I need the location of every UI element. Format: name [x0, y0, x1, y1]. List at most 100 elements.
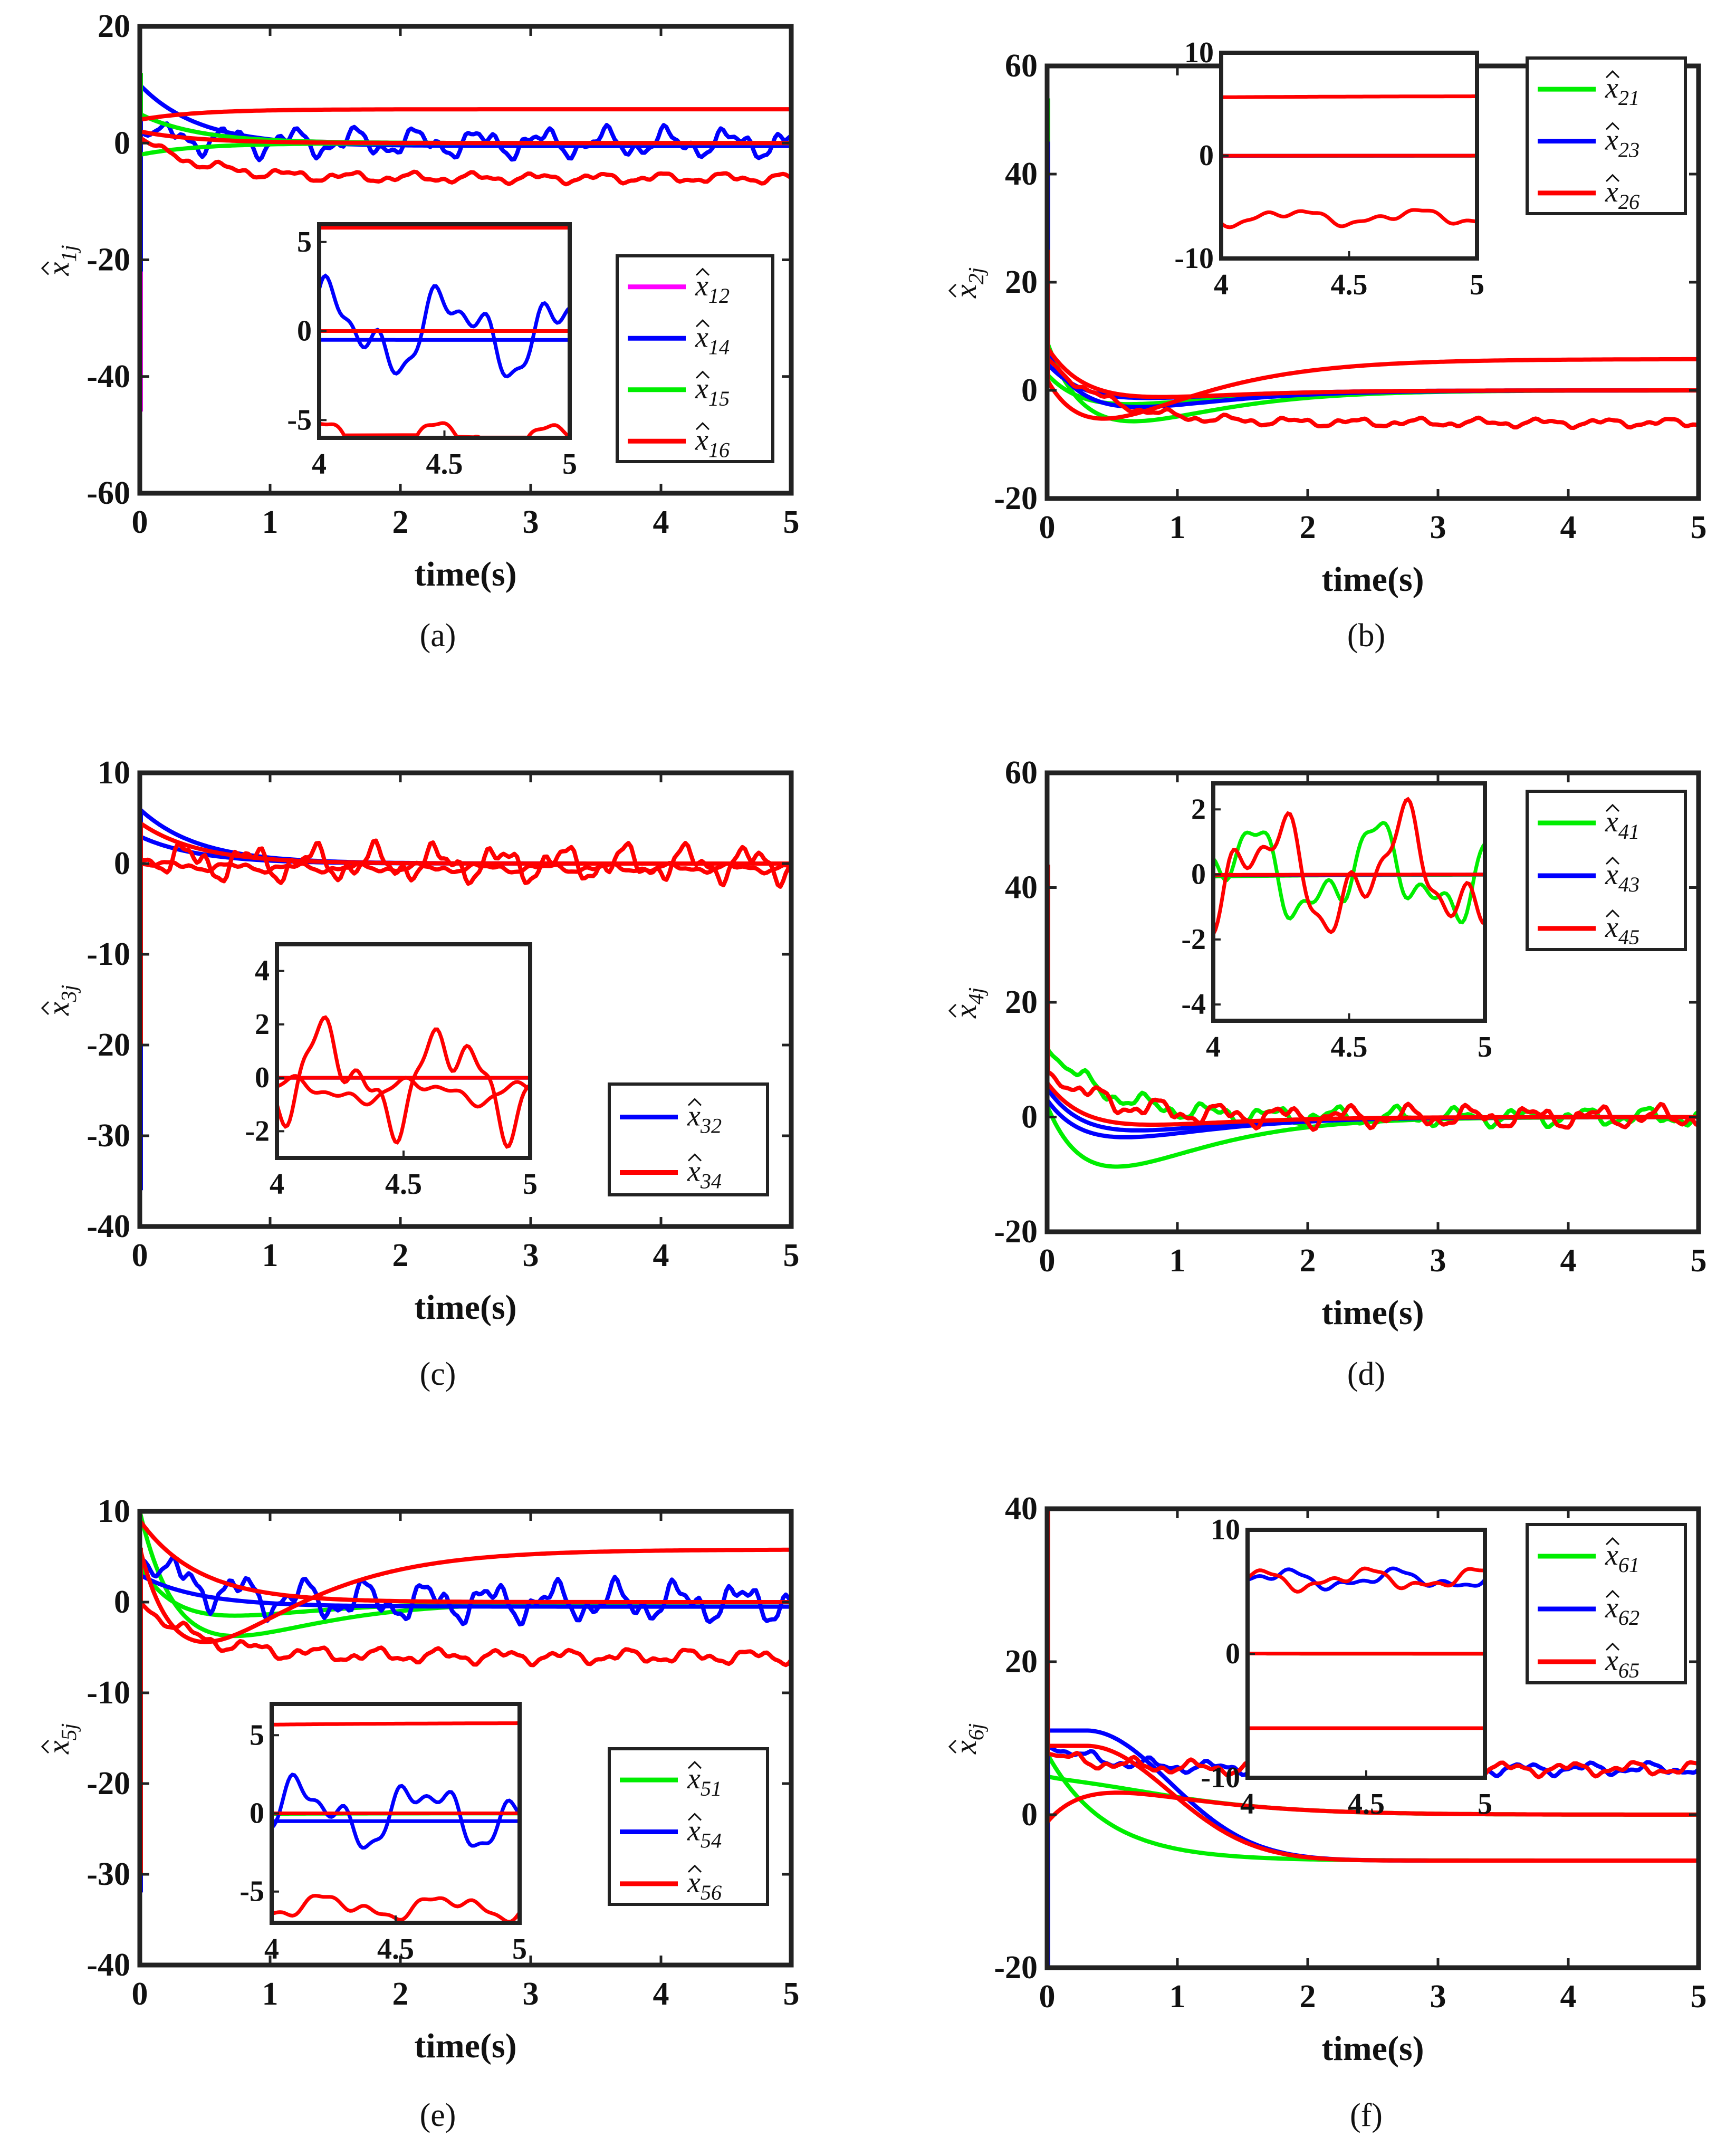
x-tick-label: 3 [1430, 1979, 1446, 2015]
inset-y-tick-label: 0 [297, 315, 312, 348]
x-axis-label: time(s) [414, 1288, 516, 1327]
hat-accent [1605, 856, 1620, 865]
y-axis-label-text: x1j [41, 245, 81, 276]
hat-accent [948, 1739, 957, 1754]
series-line [1045, 1790, 1699, 1824]
subscript: 4j [964, 988, 989, 1004]
plot-frame [137, 1509, 794, 1968]
x-axis-label: time(s) [1321, 2029, 1424, 2068]
series-line [139, 838, 793, 889]
series-line [138, 135, 792, 187]
subscript: 14 [708, 335, 730, 359]
inset: 10 0 -104 4.5 5 [1174, 36, 1484, 301]
legend-box [1526, 1523, 1687, 1684]
hat-accent [41, 1739, 50, 1754]
y-tick-label: 60 [1005, 48, 1038, 84]
subscript: 12 [708, 284, 730, 308]
panel-caption: (a) [420, 618, 456, 654]
y-tick-label: -30 [87, 1856, 130, 1892]
x-tick-label: 2 [392, 1976, 409, 2012]
inset-x-tick-label: 4.5 [385, 1168, 422, 1201]
y-tick-label: 60 [1005, 755, 1038, 791]
x-tick-label: 2 [1300, 1243, 1316, 1279]
hat-accent [1605, 909, 1620, 918]
series-line [139, 107, 791, 122]
legend-entry: x26 [1605, 176, 1639, 214]
inset-x-tick-label: 4 [270, 1168, 284, 1201]
subscript: 6j [964, 1723, 989, 1740]
subscript: 61 [1618, 1553, 1639, 1577]
x-tick-label: 0 [1039, 1243, 1056, 1279]
x-tick-label: 5 [1691, 510, 1707, 545]
subscript: 21 [1618, 86, 1639, 110]
y-axis-label: x4j [948, 988, 989, 1019]
x-tick-label: 2 [1300, 510, 1316, 545]
y-tick-label: 0 [1021, 372, 1038, 408]
legend-entry: x45 [1605, 911, 1639, 949]
series-line [139, 1573, 791, 1609]
x-tick-label: 3 [1430, 1243, 1446, 1279]
series-line [1047, 1743, 1699, 1863]
y-tick-label: -20 [87, 1027, 130, 1063]
inset-series-line [1246, 1566, 1485, 1594]
legend-entry: x12 [695, 270, 730, 308]
y-tick-label: 10 [98, 1493, 130, 1529]
y-axis-label: x3j [41, 985, 81, 1016]
inset-series-line [1221, 94, 1477, 99]
y-axis-label-text: x3j [41, 985, 81, 1016]
legend: x61 x62 x65 [1526, 1523, 1687, 1684]
inset-y-tick-label: 0 [1191, 858, 1206, 891]
legend-entry: x54 [687, 1815, 722, 1853]
legend-box [608, 1747, 769, 1906]
x-tick-label: 4 [653, 1976, 669, 2012]
subscript: 56 [701, 1881, 722, 1904]
series-line [139, 129, 791, 146]
y-tick-label: -40 [87, 1947, 130, 1983]
legend-entry: x14 [695, 321, 730, 359]
hat-accent [1605, 803, 1620, 812]
x-tick-label: 4 [653, 1238, 669, 1273]
inset-y-tick-label: -4 [1181, 988, 1206, 1021]
y-axis-label: x5j [41, 1723, 81, 1755]
x-tick-label: 1 [262, 1976, 279, 2012]
y-tick-label: 20 [98, 8, 130, 44]
x-axis-label: time(s) [414, 2027, 516, 2065]
inset-x-tick-label: 5 [1478, 1788, 1492, 1820]
hat-accent [687, 1153, 702, 1162]
y-tick-label: 40 [1005, 156, 1038, 192]
x-tick-label: 3 [523, 1976, 539, 2012]
inset-x-tick-label: 4 [312, 448, 327, 481]
subscript: 16 [708, 438, 730, 462]
x-tick-label: 0 [132, 1976, 148, 2012]
inset-series-line [317, 273, 571, 379]
x-tick-label: 1 [1169, 510, 1186, 545]
panel-caption: (b) [1347, 618, 1385, 654]
x-tick-label: 5 [783, 1976, 800, 2012]
inset-y-tick-label: 4 [255, 955, 270, 988]
y-axis-label: x2j [948, 267, 989, 299]
panel-caption: (e) [420, 2097, 456, 2133]
inset-series-line [319, 421, 571, 439]
y-tick-label: 0 [114, 125, 130, 161]
hat-accent [948, 1003, 957, 1018]
inset-x-tick-label: 4 [1240, 1788, 1255, 1820]
subscript: 34 [700, 1170, 722, 1193]
inset-y-tick-label: 2 [255, 1008, 270, 1041]
panel-caption: (f) [1350, 2097, 1383, 2133]
subscript: 45 [1618, 925, 1639, 949]
inset-x-tick-label: 4 [264, 1933, 279, 1966]
panel-caption: (c) [420, 1356, 456, 1392]
x-tick-label: 0 [1039, 510, 1056, 545]
x-axis-label: time(s) [414, 555, 516, 593]
inset-x-tick-label: 4.5 [426, 448, 463, 481]
inset-x-tick-label: 4.5 [1348, 1788, 1385, 1820]
subscript: 15 [708, 387, 730, 410]
hat-accent [687, 1864, 702, 1873]
